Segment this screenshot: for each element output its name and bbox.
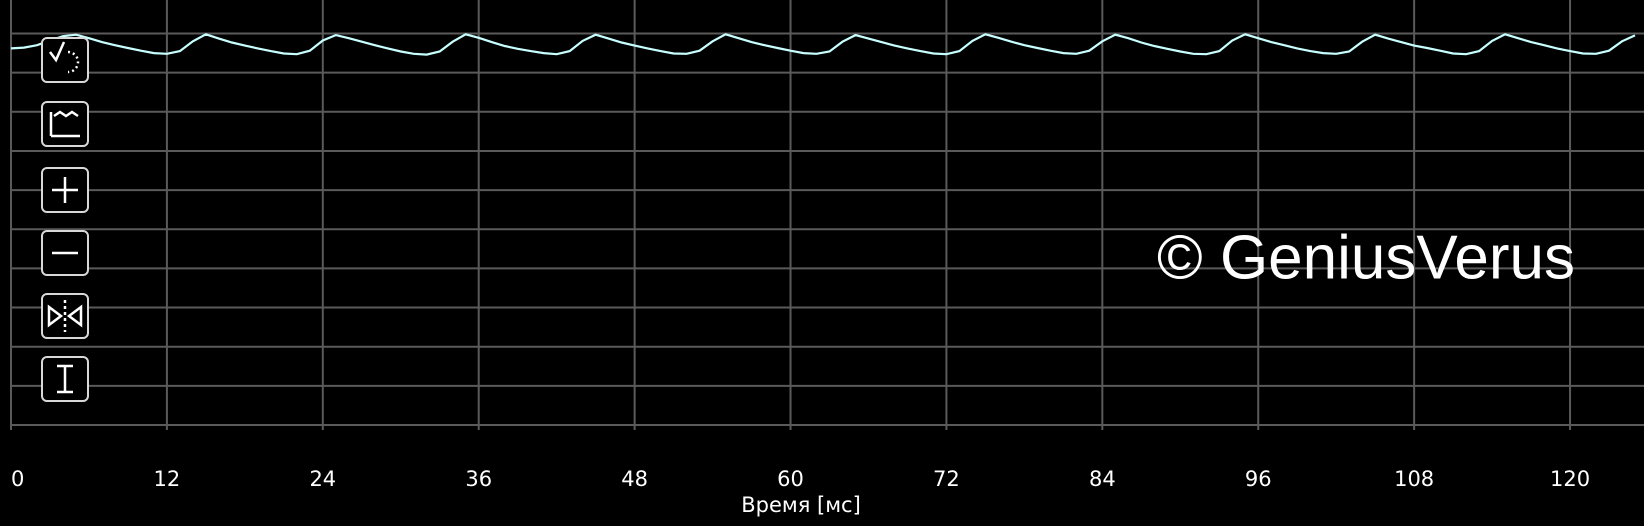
x-tick-label: 60 — [777, 467, 804, 491]
fit-vertical-button[interactable] — [41, 356, 89, 402]
watermark: © GeniusVerus — [1157, 223, 1575, 292]
x-tick-label: 84 — [1089, 467, 1116, 491]
x-tick-label: 120 — [1550, 467, 1590, 491]
x-tick-label: 48 — [621, 467, 648, 491]
x-axis-title: Время [мс] — [741, 493, 861, 517]
x-tick-label: 12 — [154, 467, 181, 491]
zoom-in-button[interactable] — [41, 167, 89, 213]
toolbar — [41, 37, 89, 402]
x-tick-label: 24 — [309, 467, 336, 491]
x-tick-label: 36 — [465, 467, 492, 491]
fit-horizontal-button[interactable] — [41, 293, 89, 339]
x-tick-label: 72 — [933, 467, 960, 491]
x-tick-label: 0 — [11, 467, 24, 491]
x-tick-label: 108 — [1394, 467, 1434, 491]
signal-line — [10, 33, 1636, 56]
x-tick-label: 96 — [1245, 467, 1272, 491]
grid — [10, 0, 1644, 430]
auto-button[interactable] — [41, 37, 89, 83]
zoom-out-button[interactable] — [41, 230, 89, 276]
plot — [10, 33, 1636, 56]
waveform-button[interactable] — [41, 101, 89, 147]
